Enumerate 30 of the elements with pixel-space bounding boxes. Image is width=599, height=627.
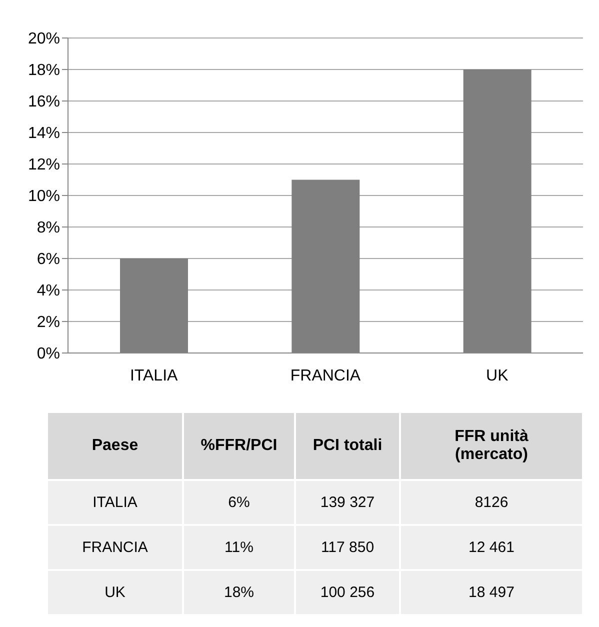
y-tick-label: 0% <box>36 346 60 363</box>
data-label: 100 256 <box>295 570 400 615</box>
y-tick-label: 8% <box>36 220 60 237</box>
data-label: 12 461 <box>400 525 583 570</box>
x-tick-label: UK <box>486 367 509 384</box>
text: Paese <box>47 412 183 480</box>
y-tick-label: 14% <box>28 125 60 142</box>
y-tick-label: 18% <box>28 62 60 80</box>
y-tick-label: 2% <box>36 314 60 332</box>
y-tick-label: 16% <box>28 94 60 111</box>
data-label: 117 850 <box>295 525 400 570</box>
series-label: PCI totali <box>295 412 400 480</box>
x-tick-label: FRANCIA <box>290 367 361 384</box>
text: 18% <box>224 584 254 601</box>
y-tick-label: 10% <box>28 188 60 206</box>
y-tick-label: 12% <box>28 156 60 174</box>
text: 6% <box>228 494 250 511</box>
y-tick-label: 20% <box>28 30 60 48</box>
data-label: 18 497 <box>400 570 583 615</box>
category-label: ITALIA <box>47 480 183 525</box>
category-label: FRANCIA <box>47 525 183 570</box>
data-label: 139 327 <box>295 480 400 525</box>
text: %FFR/PCI <box>200 437 278 454</box>
x-tick-label: ITALIA <box>130 367 178 384</box>
y-tick-label: 6% <box>36 251 60 268</box>
category-label: UK <box>47 570 183 615</box>
data-label: 8126 <box>400 480 583 525</box>
text: 11% <box>224 539 254 556</box>
series-label: FFR unità (mercato) <box>400 412 583 480</box>
y-tick-label: 4% <box>36 282 60 300</box>
